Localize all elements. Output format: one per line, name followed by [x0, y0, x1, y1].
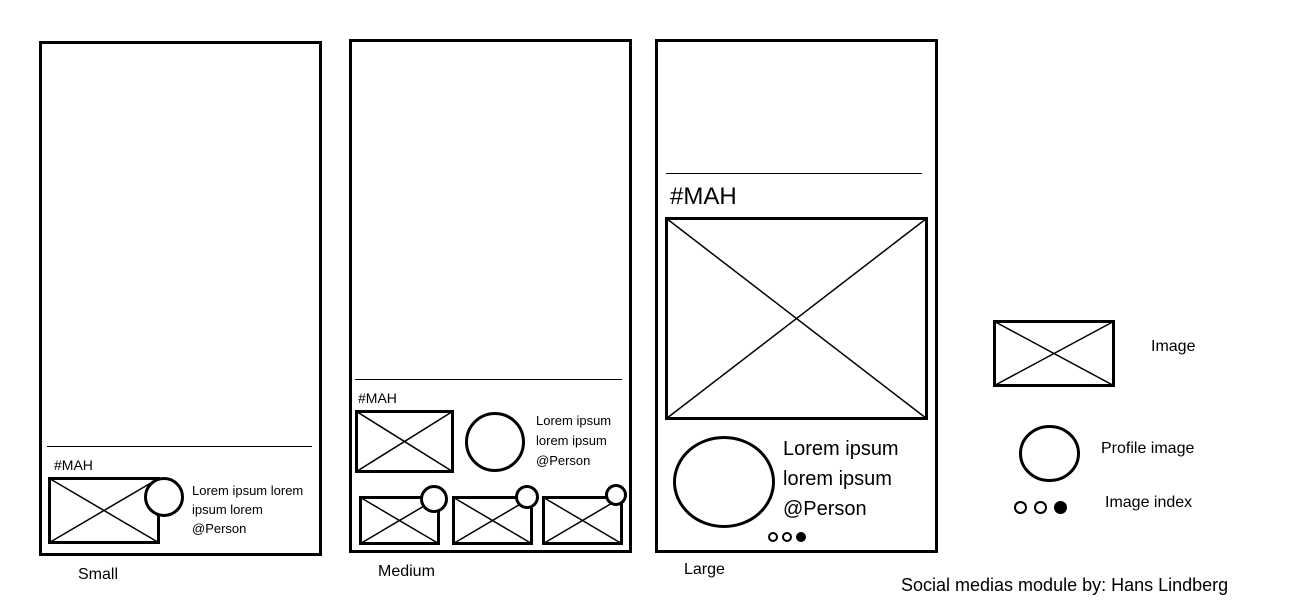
small-image-placeholder [48, 477, 160, 544]
large-post-text: Lorem ipsum lorem ipsum @Person [783, 434, 933, 524]
medium-post-text-line: @Person [536, 453, 591, 468]
small-hashtag: #MAH [54, 457, 93, 473]
index-dot [1014, 501, 1027, 514]
medium-caption: Medium [378, 563, 435, 580]
medium-post-text-line: Lorem ipsum [536, 413, 612, 428]
small-caption: Small [78, 566, 119, 583]
large-image-index-dots [768, 532, 806, 542]
index-dot [1034, 501, 1047, 514]
legend-profile-image [1019, 425, 1080, 482]
active-index-dot [796, 532, 806, 542]
large-post-text-line: Lorem ipsum [783, 438, 899, 460]
medium-divider [355, 379, 622, 380]
medium-thumbnail-profile-image [605, 484, 627, 506]
legend-image-placeholder [993, 320, 1115, 387]
index-dot [768, 532, 778, 542]
large-post-text-line: lorem ipsum [783, 468, 892, 490]
legend-profile-image-label: Profile image [1101, 440, 1195, 457]
large-post-text-line: @Person [783, 498, 867, 520]
small-post-text-line: Lorem ipsum lorem [192, 483, 304, 498]
large-profile-image [673, 436, 775, 528]
small-profile-image [144, 477, 184, 517]
large-hashtag: #MAH [670, 183, 737, 210]
small-module-frame [39, 41, 322, 556]
small-post-text: Lorem ipsum lorem ipsum lorem @Person [192, 481, 322, 538]
credit-text: Social medias module by: Hans Lindberg [901, 575, 1229, 595]
small-post-text-line: @Person [192, 521, 247, 536]
medium-main-image-placeholder [355, 410, 454, 473]
legend-image-index-label: Image index [1105, 494, 1193, 511]
large-image-placeholder [665, 217, 928, 420]
medium-hashtag: #MAH [358, 390, 397, 406]
medium-thumbnail-profile-image [515, 485, 539, 509]
index-dot [782, 532, 792, 542]
medium-thumbnail-image [542, 496, 623, 545]
medium-thumbnail-profile-image [420, 485, 448, 513]
small-divider [47, 446, 312, 447]
medium-post-text: Lorem ipsum lorem ipsum @Person [536, 411, 631, 471]
large-caption: Large [684, 561, 725, 578]
medium-thumbnail-image [359, 496, 440, 545]
legend-image-index-dots [1014, 501, 1067, 514]
small-post-text-line: ipsum lorem [192, 502, 263, 517]
active-index-dot [1054, 501, 1067, 514]
medium-module-frame [349, 39, 632, 553]
medium-profile-image [465, 412, 525, 472]
large-divider [666, 173, 922, 174]
medium-post-text-line: lorem ipsum [536, 433, 607, 448]
legend-image-label: Image [1151, 338, 1196, 355]
